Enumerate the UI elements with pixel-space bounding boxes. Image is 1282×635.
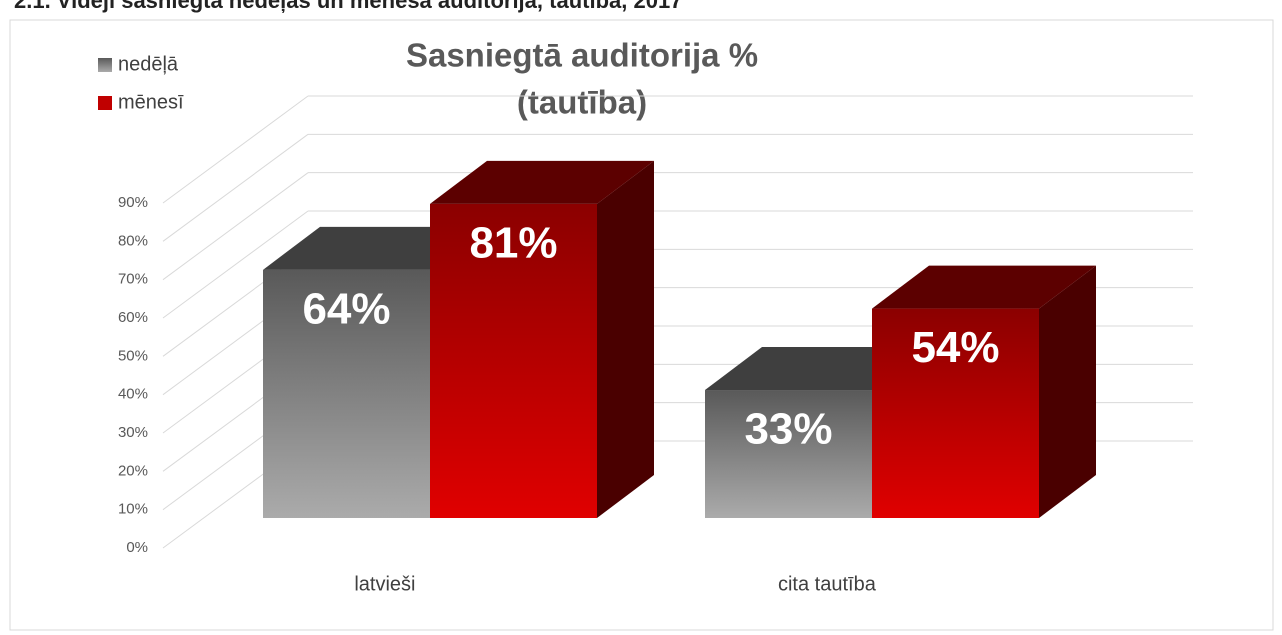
legend-swatch xyxy=(98,58,112,72)
bar xyxy=(872,308,1039,518)
chart-frame xyxy=(9,19,1274,631)
y-tick-label: 50% xyxy=(118,347,148,364)
bar xyxy=(705,390,872,518)
bar-side xyxy=(597,160,654,518)
value-label: 54% xyxy=(911,323,999,372)
heading: 2.1. Vidēji sasniegtā nedēļas un mēneša … xyxy=(14,0,682,13)
y-tick-label: 90% xyxy=(118,194,148,211)
grid-line xyxy=(162,133,309,242)
y-tick-label: 60% xyxy=(118,309,148,326)
legend-swatch xyxy=(98,96,112,110)
title-line: (tautība) xyxy=(517,84,647,121)
grid-line xyxy=(162,172,309,281)
value-label: 33% xyxy=(744,405,832,454)
y-tick-label: 0% xyxy=(126,539,148,556)
chart-title: Sasniegtā auditorija % (tautība) xyxy=(406,37,758,121)
grid-line xyxy=(162,95,309,204)
bar xyxy=(430,203,597,518)
y-tick-label: 30% xyxy=(118,424,148,441)
y-tick-label: 10% xyxy=(118,501,148,518)
bar-side xyxy=(1039,265,1096,518)
y-tick-label: 70% xyxy=(118,271,148,288)
legend-label: mēnesī xyxy=(118,91,184,113)
y-tick-label: 20% xyxy=(118,462,148,479)
value-label: 81% xyxy=(469,219,557,268)
x-tick-label: latvieši xyxy=(354,573,415,595)
grid-line xyxy=(162,210,309,319)
y-tick-label: 40% xyxy=(118,386,148,403)
legend-label: nedēļā xyxy=(118,53,179,75)
y-tick-label: 80% xyxy=(118,232,148,249)
value-label: 64% xyxy=(302,284,390,333)
bar-top xyxy=(430,160,654,204)
title-line: Sasniegtā auditorija % xyxy=(406,37,758,74)
x-tick-label: cita tautība xyxy=(778,573,877,595)
bar-top xyxy=(872,265,1096,309)
bar xyxy=(263,269,430,518)
